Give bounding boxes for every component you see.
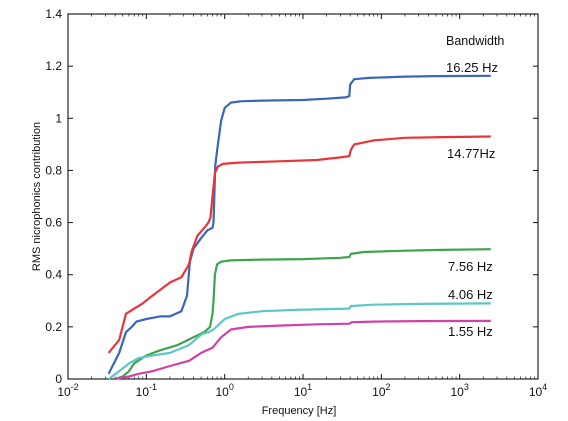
series-line-1 [107, 74, 491, 375]
y-tick-label: 1.2 [45, 59, 62, 73]
x-tick-label: 102 [372, 382, 390, 399]
x-tick-label: 10-1 [136, 382, 157, 399]
series-label-2: 14.77Hz [447, 146, 495, 161]
y-tick-label: 0.8 [45, 163, 62, 177]
legend-title: Bandwidth [446, 34, 504, 48]
y-tick-label: 0.2 [45, 320, 62, 334]
y-tick-label: 0.4 [45, 268, 62, 282]
series-line-5 [114, 319, 491, 381]
series-label-1: 16.25 Hz [446, 60, 498, 75]
y-tick-label: 1 [55, 111, 62, 125]
x-axis-label: Frequency [Hz] [262, 405, 337, 417]
series-line-3 [114, 248, 491, 381]
series-label-4: 4.06 Hz [448, 287, 493, 302]
series-label-5: 1.55 Hz [448, 324, 493, 339]
series-line-4 [107, 302, 491, 380]
series-line-2 [107, 135, 491, 354]
series-label-3: 7.56 Hz [448, 259, 493, 274]
x-tick-label: 100 [215, 382, 233, 399]
y-axis-label: RMS nicrophonics contribution [31, 122, 43, 271]
y-tick-label: 1.4 [45, 7, 62, 21]
x-tick-label: 103 [450, 382, 468, 399]
x-tick-label: 104 [529, 382, 547, 399]
x-tick-label: 101 [294, 382, 312, 399]
y-tick-label: 0.6 [45, 216, 62, 230]
y-tick-label: 0 [55, 372, 62, 386]
x-tick-label: 10-2 [57, 382, 78, 399]
